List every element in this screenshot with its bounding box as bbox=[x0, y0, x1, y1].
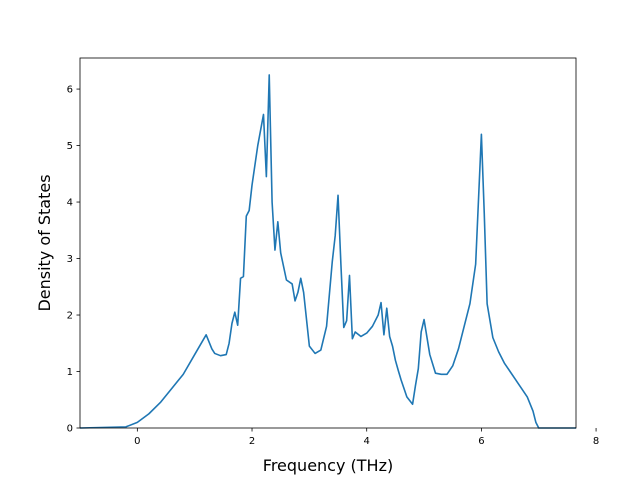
y-axis-ticks: 0 1 2 3 4 5 6 bbox=[67, 85, 80, 435]
y-tick-label: 6 bbox=[67, 85, 73, 96]
y-tick-label: 4 bbox=[67, 198, 73, 209]
y-tick-label: 2 bbox=[67, 311, 73, 322]
x-tick-label: 6 bbox=[478, 436, 484, 447]
y-tick-label: 5 bbox=[67, 141, 73, 152]
plot-background bbox=[80, 58, 576, 428]
y-axis-label: Density of States bbox=[35, 174, 54, 311]
y-tick-label: 3 bbox=[67, 254, 73, 265]
plot-frame bbox=[79, 57, 577, 429]
series-layer bbox=[79, 74, 576, 429]
x-tick-label: 2 bbox=[249, 436, 255, 447]
y-tick-label: 1 bbox=[67, 367, 73, 378]
x-axis-ticks: 0 2 4 6 8 bbox=[134, 428, 599, 447]
dos-series-line bbox=[79, 74, 576, 429]
y-tick-label: 0 bbox=[67, 424, 73, 435]
x-tick-label: 4 bbox=[364, 436, 370, 447]
x-axis-label: Frequency (THz) bbox=[263, 456, 393, 475]
x-tick-label: 8 bbox=[593, 436, 599, 447]
x-tick-label: 0 bbox=[134, 436, 140, 447]
